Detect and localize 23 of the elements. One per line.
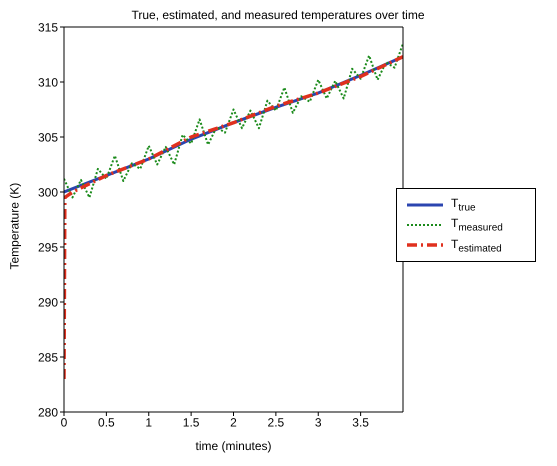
legend-label: T$_{estimated}$ <box>451 236 502 254</box>
x-tick-label: 0.5 <box>98 416 116 430</box>
x-tick-label: 1.5 <box>182 416 200 430</box>
legend-label: T$_{measured}$ <box>451 216 503 234</box>
x-axis-title: time (minutes) <box>195 439 272 453</box>
y-tick-label: 295 <box>38 240 58 254</box>
x-tick-label: 3 <box>314 416 322 430</box>
chart-title: True, estimated, and measured temperatures over time <box>130 8 426 22</box>
x-tick-label: 2 <box>230 416 238 430</box>
y-tick-label: 280 <box>38 405 58 420</box>
y-tick-label: 290 <box>38 295 58 310</box>
x-tick-label: 3.5 <box>352 416 370 430</box>
line-series <box>64 54 403 381</box>
x-tick-label: 2.5 <box>268 416 285 430</box>
legend-label: T$_{true}$ <box>451 196 476 214</box>
y-tick-label: 310 <box>38 75 58 90</box>
y-tick-label: 305 <box>38 130 58 144</box>
x-tick-label: 0 <box>60 416 68 430</box>
x-tick-label: 1 <box>145 416 152 430</box>
y-axis-title: Temperature (K) <box>7 182 22 270</box>
y-tick-label: 300 <box>38 185 58 200</box>
y-tick-label: 285 <box>38 350 58 364</box>
y-tick-label: 315 <box>38 20 58 34</box>
